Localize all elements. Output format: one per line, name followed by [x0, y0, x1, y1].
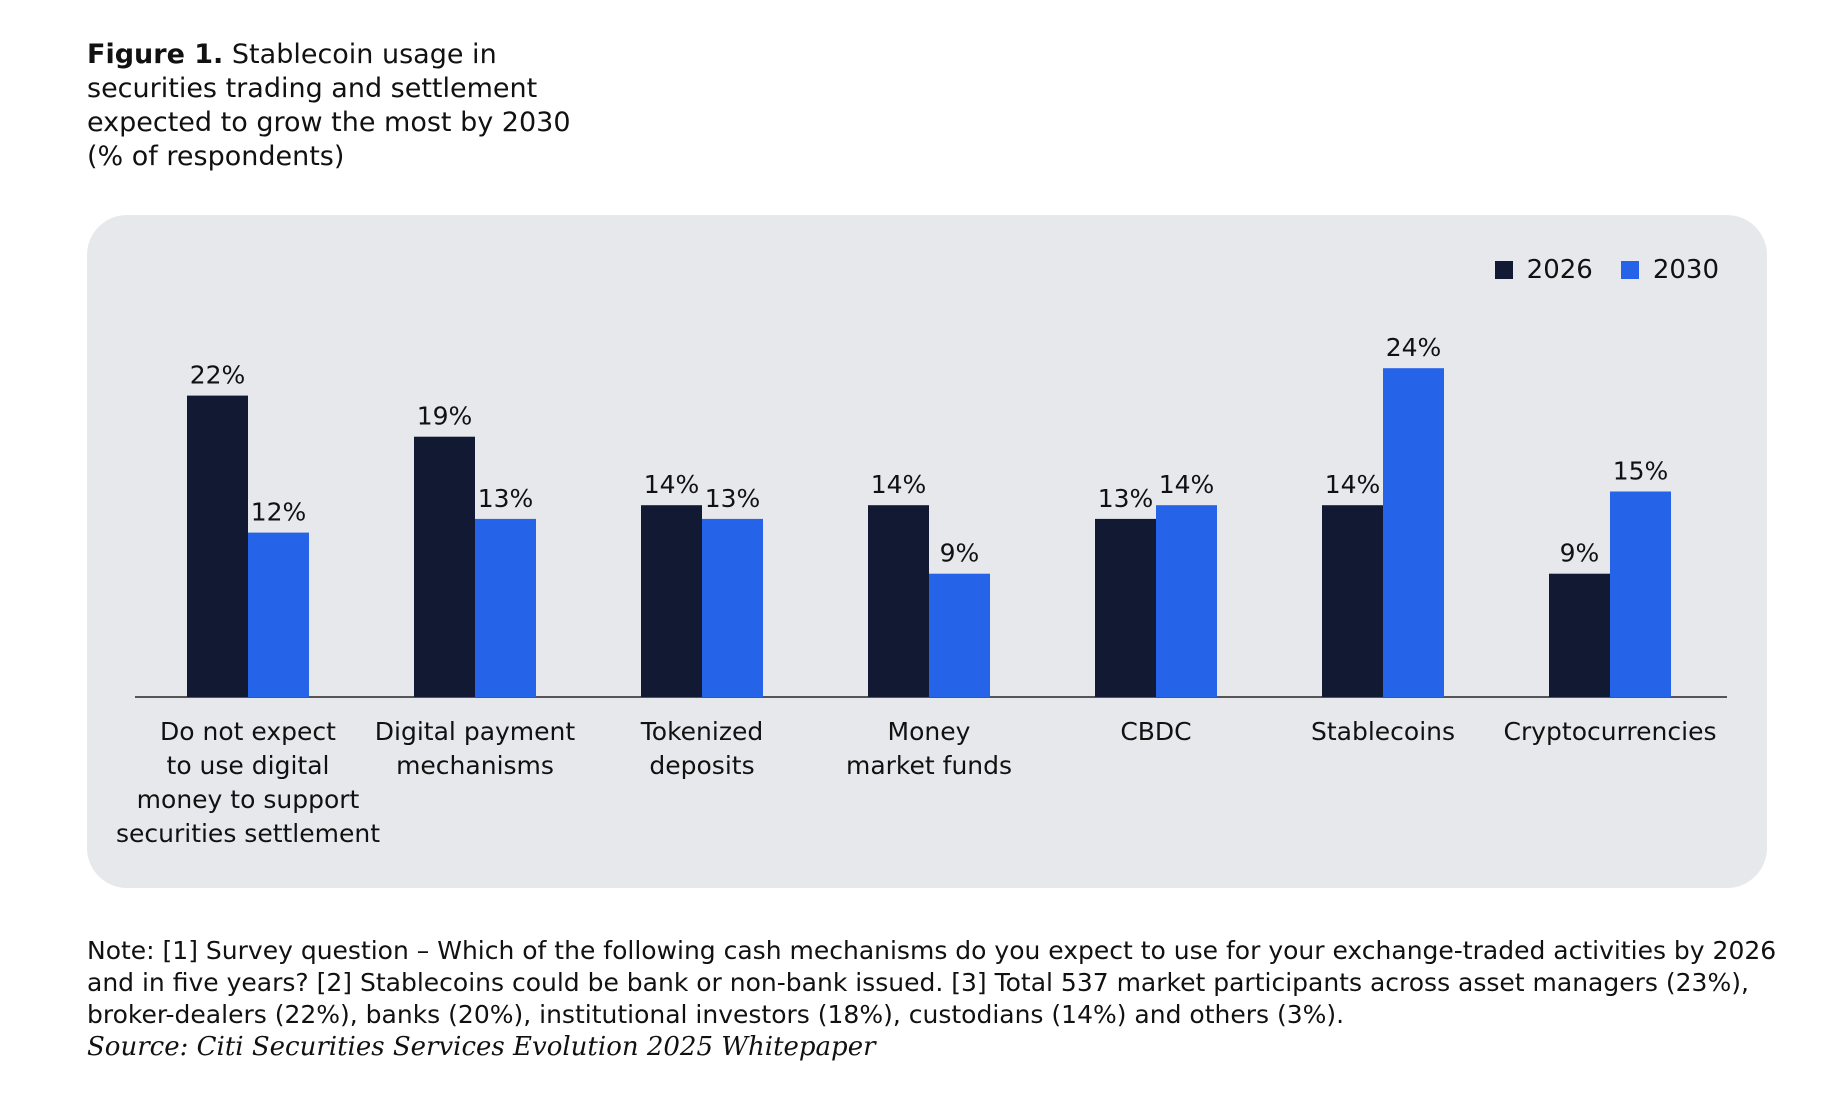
bar-2030-1: [475, 518, 536, 697]
data-label-2030-2: 13%: [705, 484, 761, 513]
bar-2030-0: [248, 532, 309, 697]
category-label-line: CBDC: [1120, 717, 1191, 746]
data-label-2026-5: 14%: [1325, 470, 1381, 499]
bar-2026-4: [1095, 518, 1156, 697]
chart-panel: 2026 2030 22% 12% Do not expect to use digi…: [87, 215, 1767, 888]
legend-swatch-2026: [1494, 261, 1513, 279]
data-label-2030-3: 9%: [940, 539, 980, 568]
chart-legend: 2026 2030: [1467, 255, 1719, 285]
survey-note: Note: [1] Survey question – Which of the…: [87, 936, 1777, 1029]
data-label-2026-0: 22%: [190, 361, 246, 390]
category-label-line: Stablecoins: [1311, 717, 1455, 746]
category-label-line: Cryptocurrencies: [1504, 717, 1717, 746]
bar-2030-3: [929, 573, 990, 697]
data-label-2026-2: 14%: [644, 470, 700, 499]
bar-2026-0: [187, 395, 248, 697]
category-label-4: CBDC: [1120, 717, 1191, 746]
bar-2026-6: [1549, 573, 1610, 697]
bar-2030-2: [702, 518, 763, 697]
category-label-line: Tokenized: [640, 717, 763, 746]
data-label-2026-1: 19%: [417, 402, 473, 431]
data-label-2026-6: 9%: [1560, 539, 1600, 568]
category-label-line: market funds: [846, 751, 1012, 780]
category-label-line: to use digital: [167, 751, 330, 780]
category-label-line: securities settlement: [116, 819, 380, 848]
data-label-2026-4: 13%: [1098, 484, 1154, 513]
bar-2026-5: [1322, 505, 1383, 697]
category-label-3: Money market funds: [846, 717, 1012, 780]
bar-2030-6: [1610, 491, 1671, 697]
category-label-line: Digital payment: [375, 717, 576, 746]
category-label-2: Tokenized deposits: [640, 717, 763, 780]
category-label-6: Cryptocurrencies: [1504, 717, 1717, 746]
bar-2030-5: [1383, 368, 1444, 697]
category-label-line: Money: [888, 717, 971, 746]
figure-title-text: Stablecoin usage in securities trading a…: [87, 39, 571, 172]
bar-2026-2: [641, 505, 702, 697]
bar-chart: 22% 12% Do not expect to use digital money t…: [116, 333, 1727, 848]
data-label-2030-0: 12%: [251, 498, 307, 527]
data-label-2030-5: 24%: [1386, 333, 1442, 362]
bar-2026-1: [414, 436, 475, 697]
bar-2030-4: [1156, 505, 1217, 697]
legend-item-2026: 2026: [1494, 255, 1593, 285]
category-label-0: Do not expect to use digital money to supp…: [116, 717, 380, 848]
category-label-line: money to support: [137, 785, 360, 814]
legend-label-2026: 2026: [1526, 255, 1593, 285]
figure-label: Figure 1.: [87, 39, 224, 70]
notes-section: Note: [1] Survey question – Which of the…: [87, 935, 1787, 1063]
data-label-2030-6: 15%: [1613, 457, 1669, 486]
bar-2026-3: [868, 505, 929, 697]
source-citation: Source: Citi Securities Services Evoluti…: [87, 1032, 876, 1062]
legend-label-2030: 2030: [1652, 255, 1719, 285]
category-label-1: Digital payment mechanisms: [375, 717, 576, 780]
category-label-line: mechanisms: [396, 751, 554, 780]
data-label-2030-4: 14%: [1159, 470, 1215, 499]
figure-title: Figure 1. Stablecoin usage in securities…: [87, 38, 607, 174]
legend-swatch-2030: [1620, 261, 1639, 279]
legend-item-2030: 2030: [1620, 255, 1719, 285]
category-label-line: deposits: [649, 751, 754, 780]
data-label-2026-3: 14%: [871, 470, 927, 499]
category-label-line: Do not expect: [160, 717, 336, 746]
data-label-2030-1: 13%: [478, 484, 534, 513]
category-label-5: Stablecoins: [1311, 717, 1455, 746]
